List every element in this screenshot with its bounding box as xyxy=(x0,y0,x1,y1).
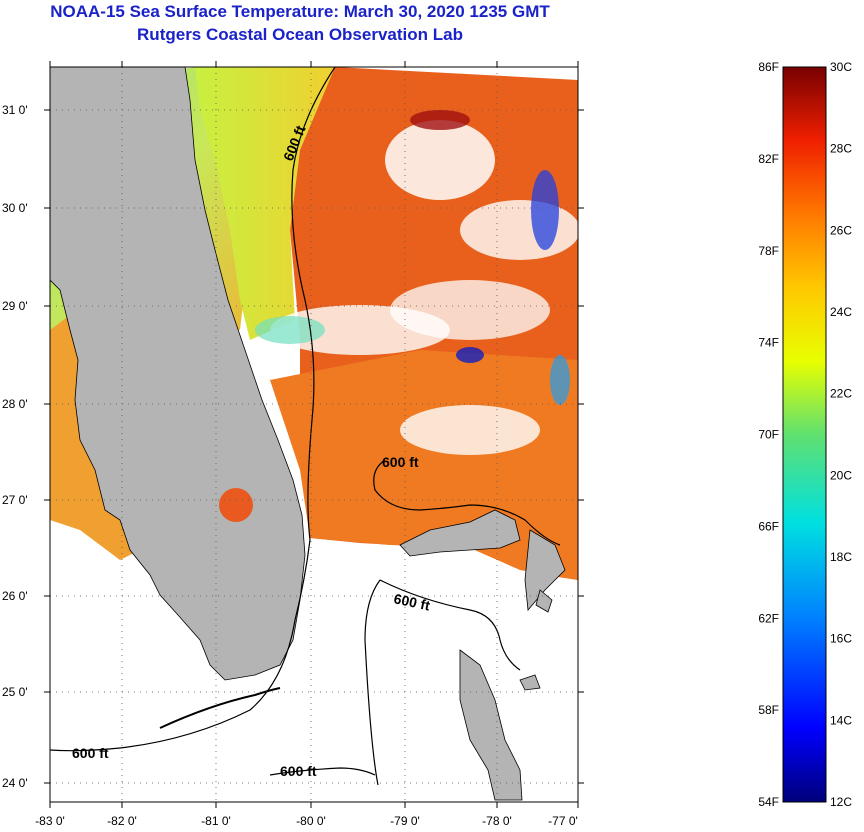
lon-label: -81 0' xyxy=(201,814,231,828)
warm-spot xyxy=(410,110,470,130)
colorbar-gradient xyxy=(782,66,827,803)
colorbar-label-celsius: 12C xyxy=(830,795,852,809)
isobath-600ft-bahamas-south xyxy=(364,579,381,786)
cloud-patch xyxy=(400,405,540,455)
isobath-600ft-tongue xyxy=(379,579,521,671)
axis-ticks xyxy=(44,61,584,808)
colorbar-label-celsius: 30C xyxy=(830,60,852,74)
colorbar-label-fahrenheit: 74F xyxy=(758,336,779,350)
lat-label: 27 0' xyxy=(2,493,28,507)
colorbar-fahrenheit-scale: 86F 82F 78F 74F 70F 66F 62F 58F 54F xyxy=(758,60,779,809)
lake-okeechobee xyxy=(219,488,253,522)
colorbar-label-celsius: 24C xyxy=(830,305,852,319)
lon-label: -79 0' xyxy=(390,814,420,828)
contour-label-600ft: 600 ft xyxy=(280,763,317,779)
lat-label: 28 0' xyxy=(2,397,28,411)
lat-label: 30 0' xyxy=(2,201,28,215)
lat-label: 25 0' xyxy=(2,685,28,699)
map-frame xyxy=(49,66,579,803)
colorbar-label-celsius: 26C xyxy=(830,223,852,237)
colorbar: 86F 82F 78F 74F 70F 66F 62F 58F 54F 30C 28C 26C 24C… xyxy=(758,60,852,809)
lon-label: -83 0' xyxy=(35,814,65,828)
colorbar-label-fahrenheit: 86F xyxy=(758,60,779,74)
lon-label: -78 0' xyxy=(482,814,512,828)
cloud-patch xyxy=(390,280,550,340)
colorbar-label-celsius: 18C xyxy=(830,550,852,564)
colorbar-label-celsius: 28C xyxy=(830,142,852,156)
colorbar-label-fahrenheit: 54F xyxy=(758,795,779,809)
lon-label: -80 0' xyxy=(296,814,326,828)
map-title: NOAA-15 Sea Surface Temperature: March 3… xyxy=(50,2,550,21)
lon-label: -77 0' xyxy=(548,814,578,828)
colorbar-label-fahrenheit: 58F xyxy=(758,703,779,717)
lat-label: 24 0' xyxy=(2,776,28,790)
map-subtitle: Rutgers Coastal Ocean Observation Lab xyxy=(137,25,463,44)
bahamas-abaco xyxy=(524,529,566,611)
colorbar-label-celsius: 20C xyxy=(830,468,852,482)
bahamas-eleuthera xyxy=(535,589,553,613)
sst-east-shelf xyxy=(195,67,335,340)
colorbar-label-celsius: 14C xyxy=(830,713,852,727)
colorbar-label-fahrenheit: 62F xyxy=(758,611,779,625)
contour-label-600ft: 600 ft xyxy=(392,590,431,613)
cloud-patch xyxy=(460,200,578,260)
graticule xyxy=(50,67,578,802)
isobath-600ft-bahamas-north xyxy=(373,459,561,546)
bahamas-grand-bahama xyxy=(399,509,521,557)
cloud-patch xyxy=(385,120,495,200)
bahamas-andros xyxy=(459,649,523,801)
cool-streak xyxy=(456,347,484,363)
colorbar-label-fahrenheit: 66F xyxy=(758,519,779,533)
bahamas-new-providence xyxy=(519,674,541,691)
colorbar-label-celsius: 22C xyxy=(830,387,852,401)
contour-label-600ft: 600 ft xyxy=(72,745,109,761)
cool-streak xyxy=(550,355,570,405)
cool-nearshore-patch xyxy=(255,316,325,344)
florida-landmass xyxy=(50,67,306,681)
colorbar-label-fahrenheit: 70F xyxy=(758,428,779,442)
florida-keys xyxy=(159,687,281,729)
colorbar-label-fahrenheit: 82F xyxy=(758,152,779,166)
colorbar-label-fahrenheit: 78F xyxy=(758,244,779,258)
lon-label: -82 0' xyxy=(107,814,137,828)
lat-label: 26 0' xyxy=(2,589,28,603)
colorbar-label-celsius: 16C xyxy=(830,632,852,646)
lat-label: 29 0' xyxy=(2,299,28,313)
lat-label: 31 0' xyxy=(2,103,28,117)
contour-label-600ft: 600 ft xyxy=(382,454,419,470)
isobath-600ft-lower xyxy=(269,767,376,776)
colorbar-celsius-scale: 30C 28C 26C 24C 22C 20C 18C 16C 14C 12C xyxy=(830,60,852,809)
isobath-600ft-florida xyxy=(50,67,336,752)
cool-streak xyxy=(531,170,559,250)
